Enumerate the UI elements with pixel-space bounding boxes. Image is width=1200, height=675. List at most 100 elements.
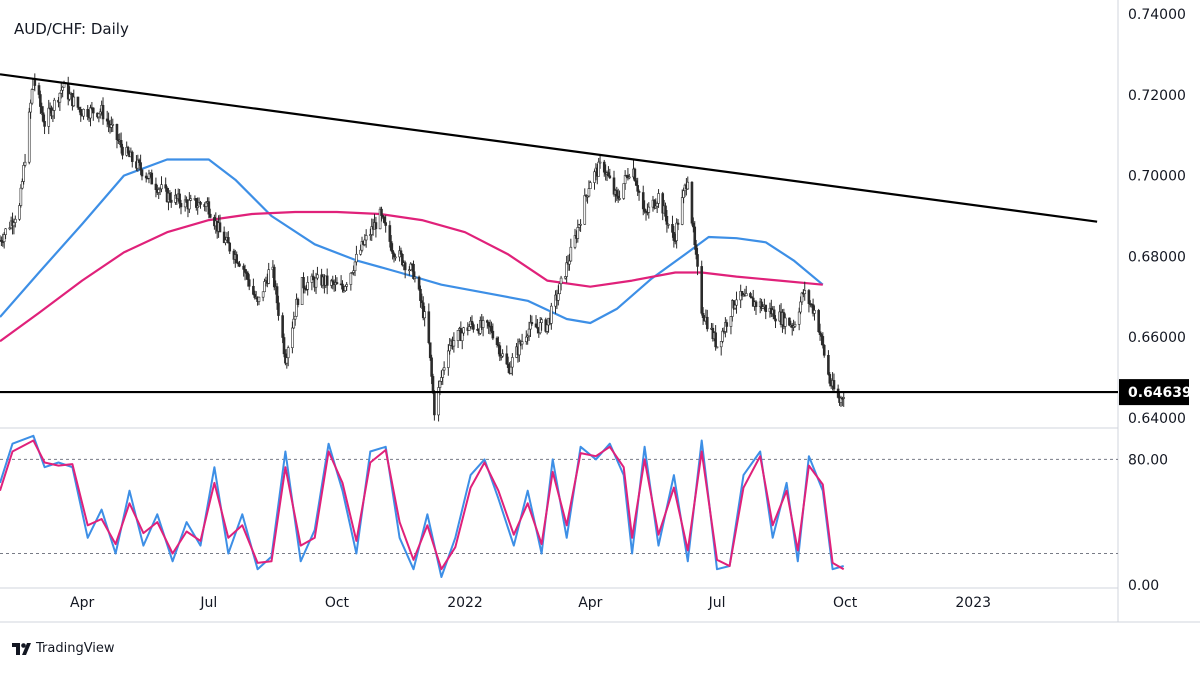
candle xyxy=(140,168,144,181)
candle xyxy=(797,307,801,331)
candle xyxy=(690,181,694,226)
candle xyxy=(511,353,514,376)
candle xyxy=(563,276,567,280)
candle xyxy=(813,305,816,321)
candle xyxy=(37,82,41,99)
candle xyxy=(189,194,193,202)
candle xyxy=(147,169,151,184)
candle xyxy=(91,107,95,121)
candle xyxy=(427,303,431,345)
candle xyxy=(79,106,83,122)
candle xyxy=(774,315,777,329)
candle xyxy=(442,361,446,375)
candle xyxy=(817,308,820,333)
candle xyxy=(22,162,25,185)
candle xyxy=(739,284,742,309)
candle xyxy=(364,229,368,248)
candle xyxy=(633,167,637,182)
candle xyxy=(719,341,723,356)
descending-trendline[interactable] xyxy=(0,73,1098,223)
price-panel[interactable] xyxy=(0,73,1118,422)
candle xyxy=(481,316,485,337)
candle xyxy=(111,118,115,133)
candle xyxy=(832,373,836,392)
candle xyxy=(714,325,717,351)
tradingview-brand[interactable]: TradingView xyxy=(12,641,115,656)
candle xyxy=(441,368,445,385)
candle xyxy=(105,110,109,128)
candle xyxy=(462,326,465,336)
candle xyxy=(14,215,17,228)
time-tick-label: 2022 xyxy=(447,595,483,611)
oscillator-tick-label: 80.00 xyxy=(1128,452,1168,468)
candle xyxy=(587,180,591,198)
candle xyxy=(644,209,648,221)
candle xyxy=(524,330,528,345)
candle xyxy=(565,255,568,283)
candle xyxy=(169,191,173,208)
candle xyxy=(593,169,596,190)
candle xyxy=(764,304,768,320)
candle xyxy=(178,188,181,209)
candle xyxy=(286,345,290,367)
price-scale[interactable]: 0.64000 0.66000 0.68000 0.70000 0.72000 0.740… xyxy=(1119,7,1192,427)
candle xyxy=(821,332,825,349)
candle xyxy=(793,321,797,328)
price-tick-label: 0.72000 xyxy=(1128,88,1186,104)
candle xyxy=(700,260,704,316)
candle xyxy=(292,311,296,329)
price-tick-label: 0.66000 xyxy=(1128,330,1186,346)
candle xyxy=(626,167,630,181)
candle xyxy=(772,305,776,320)
candle xyxy=(447,343,450,376)
candle xyxy=(349,272,353,291)
candle xyxy=(557,285,560,306)
candle xyxy=(487,321,490,334)
candle xyxy=(696,247,699,276)
trendlines xyxy=(0,73,1118,394)
candle xyxy=(314,272,318,295)
candle xyxy=(725,319,729,333)
candle xyxy=(261,291,265,302)
last-price-label: 0.64639 xyxy=(1128,385,1192,401)
candle xyxy=(61,86,64,98)
brand-name: TradingView xyxy=(36,641,115,656)
candle xyxy=(715,346,719,349)
candle xyxy=(417,275,421,291)
candle xyxy=(744,285,748,297)
last-price-badge: 0.64639 xyxy=(1119,379,1192,406)
candle xyxy=(822,344,826,358)
oscillator-panel[interactable] xyxy=(0,434,1118,578)
candle xyxy=(666,223,670,229)
candle xyxy=(430,354,433,385)
candle xyxy=(20,178,24,190)
candle xyxy=(788,317,791,326)
candle xyxy=(811,298,815,317)
candle xyxy=(76,96,80,110)
candle xyxy=(800,291,804,306)
candle xyxy=(491,323,495,341)
candle xyxy=(107,112,110,133)
candle xyxy=(583,188,587,225)
candle xyxy=(498,342,502,362)
candle xyxy=(505,345,509,365)
oscillator-tick-label: 0.00 xyxy=(1128,578,1159,594)
candlesticks xyxy=(0,73,846,422)
candle xyxy=(586,195,589,204)
candle xyxy=(409,262,413,272)
oscillator-scale[interactable]: 0.00 80.00 xyxy=(1128,452,1168,593)
candle xyxy=(18,203,21,221)
candle xyxy=(380,206,383,222)
candle xyxy=(437,380,440,422)
candle xyxy=(559,275,563,291)
candle xyxy=(183,195,187,212)
time-scale[interactable]: Apr Jul Oct 2022 Apr Jul Oct 2023 xyxy=(70,595,991,611)
candle xyxy=(842,392,846,407)
candle xyxy=(724,317,727,338)
candle xyxy=(207,197,211,219)
oscillator-lines xyxy=(0,434,845,578)
candle xyxy=(374,216,378,238)
candle xyxy=(770,299,773,318)
time-tick-label: Apr xyxy=(70,595,94,611)
